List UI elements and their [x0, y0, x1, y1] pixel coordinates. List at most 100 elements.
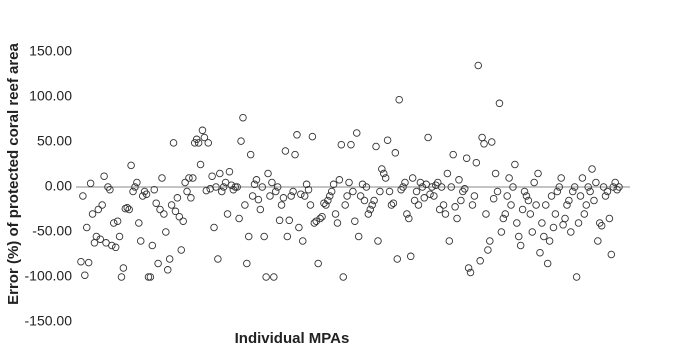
- point: [204, 139, 212, 147]
- point: [466, 268, 475, 277]
- point: [138, 192, 147, 200]
- point: [401, 178, 409, 187]
- point: [516, 241, 525, 250]
- point: [351, 217, 359, 225]
- point: [561, 214, 569, 223]
- point: [235, 214, 243, 223]
- point: [592, 178, 600, 187]
- point: [474, 61, 483, 70]
- point: [250, 180, 259, 189]
- point: [441, 210, 450, 218]
- point: [86, 179, 95, 188]
- point: [488, 138, 496, 146]
- point: [289, 187, 297, 196]
- point: [173, 194, 182, 202]
- point: [327, 187, 336, 196]
- point: [194, 139, 203, 147]
- point: [108, 241, 116, 250]
- point: [264, 169, 272, 178]
- point: [524, 196, 533, 205]
- point: [370, 196, 378, 205]
- point: [169, 139, 178, 147]
- point: [538, 219, 546, 227]
- point: [584, 183, 592, 191]
- point: [576, 192, 585, 200]
- point: [308, 132, 317, 141]
- point: [503, 192, 511, 200]
- point: [217, 187, 226, 196]
- point: [210, 223, 218, 232]
- point: [233, 183, 241, 191]
- point: [324, 196, 332, 205]
- point: [281, 147, 290, 155]
- point: [98, 201, 106, 209]
- point: [329, 180, 338, 189]
- point: [574, 219, 583, 227]
- point: [283, 232, 292, 241]
- point: [318, 212, 326, 221]
- point: [136, 237, 145, 245]
- point: [586, 187, 594, 196]
- point: [403, 210, 411, 218]
- point: [468, 201, 477, 209]
- point: [189, 174, 197, 182]
- y-tick-label: -150.00: [25, 313, 73, 329]
- point: [428, 183, 436, 191]
- point: [462, 154, 471, 162]
- point: [611, 178, 619, 187]
- point: [426, 190, 434, 198]
- point: [414, 201, 423, 209]
- point: [505, 174, 513, 182]
- point: [478, 133, 486, 142]
- point: [364, 210, 373, 218]
- point: [306, 201, 315, 209]
- point: [127, 161, 135, 170]
- point: [360, 196, 369, 205]
- point: [372, 142, 380, 151]
- point: [615, 183, 623, 191]
- point: [443, 169, 452, 178]
- point: [445, 237, 454, 245]
- point: [337, 140, 346, 149]
- point: [258, 183, 267, 191]
- point: [345, 178, 353, 187]
- point: [96, 235, 104, 243]
- point: [142, 190, 151, 198]
- point: [183, 187, 191, 196]
- point: [285, 216, 294, 225]
- point: [268, 178, 276, 187]
- point: [302, 180, 311, 189]
- point: [314, 259, 322, 268]
- point: [212, 183, 220, 191]
- point: [310, 219, 319, 227]
- point: [405, 214, 413, 223]
- point: [497, 228, 506, 236]
- point: [489, 194, 498, 203]
- point: [461, 185, 469, 193]
- point: [588, 165, 596, 173]
- point: [129, 187, 137, 196]
- point: [565, 196, 573, 205]
- point: [252, 176, 261, 184]
- point: [515, 232, 523, 241]
- point: [106, 185, 114, 194]
- point: [569, 187, 577, 196]
- point: [374, 237, 382, 245]
- point: [291, 150, 299, 159]
- point: [94, 205, 103, 214]
- point: [555, 183, 564, 191]
- point: [455, 176, 463, 184]
- point: [493, 187, 502, 196]
- point: [119, 264, 128, 272]
- point: [133, 178, 141, 187]
- point: [81, 271, 89, 279]
- point: [553, 187, 562, 196]
- point: [486, 237, 494, 245]
- point: [299, 237, 307, 245]
- point: [424, 133, 432, 142]
- point: [135, 219, 143, 227]
- point: [160, 210, 168, 218]
- point: [77, 257, 85, 266]
- point: [399, 183, 407, 191]
- point: [482, 210, 490, 218]
